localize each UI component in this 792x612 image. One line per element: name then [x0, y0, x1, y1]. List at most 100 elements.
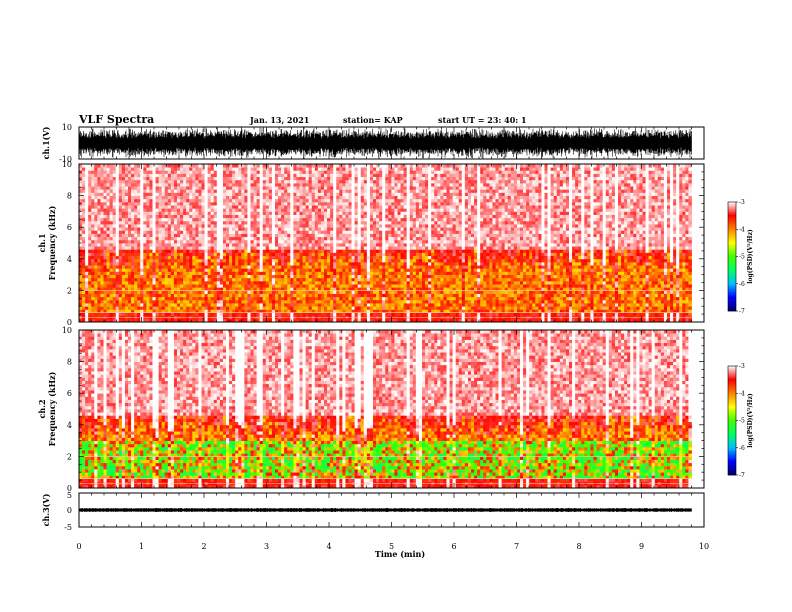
spectrogram-cell: [168, 227, 171, 231]
spectrogram-cell: [180, 275, 183, 279]
spectrogram-cell: [361, 221, 364, 225]
spectrogram-cell: [278, 306, 281, 310]
spectrogram-cell: [263, 196, 266, 200]
spectrogram-cell: [244, 224, 247, 228]
spectrogram-cell: [355, 208, 358, 212]
spectrogram-cell: [186, 202, 189, 206]
spectrogram-cell: [180, 246, 183, 250]
spectrogram-cell: [116, 281, 119, 285]
spectrogram-cell: [134, 313, 137, 317]
spectrogram-cell: [82, 211, 85, 215]
spectrogram-cell: [122, 237, 125, 241]
spectrogram-cell: [321, 170, 324, 174]
spectrogram-cell: [177, 256, 180, 260]
spectrogram-cell: [257, 278, 260, 282]
spectrogram-cell: [324, 211, 327, 215]
spectrogram-cell: [205, 271, 208, 275]
spectrogram-cell: [165, 281, 168, 285]
spectrogram-cell: [97, 234, 100, 238]
spectrogram-cell: [254, 170, 257, 174]
spectrogram-cell: [275, 215, 278, 219]
spectrogram-cell: [119, 297, 122, 301]
spectrogram-cell: [318, 294, 321, 298]
spectrogram-cell: [91, 237, 94, 241]
spectrogram-cell: [376, 265, 379, 269]
spectrogram-cell: [293, 192, 296, 196]
spectrogram-cell: [241, 218, 244, 222]
spectrogram-cell: [208, 252, 211, 256]
spectrogram-cell: [321, 268, 324, 272]
spectrogram-cell: [211, 180, 214, 184]
spectrogram-cell: [140, 271, 143, 275]
spectrogram-cell: [278, 252, 281, 256]
spectrogram-cell: [88, 234, 91, 238]
spectrogram-cell: [137, 192, 140, 196]
spectrogram-cell: [88, 290, 91, 294]
spectrogram-cell: [303, 230, 306, 234]
spectrogram-cell: [293, 227, 296, 231]
spectrogram-cell: [122, 243, 125, 247]
spectrogram-cell: [275, 306, 278, 310]
spectrogram-cell: [149, 262, 152, 266]
spectrogram-cell: [119, 278, 122, 282]
spectrogram-cell: [125, 167, 128, 171]
spectrogram-cell: [275, 186, 278, 190]
spectrogram-cell: [263, 278, 266, 282]
spectrogram-cell: [260, 224, 263, 228]
spectrogram-cell: [134, 246, 137, 250]
spectrogram-cell: [296, 173, 299, 177]
spectrogram-cell: [287, 297, 290, 301]
spectrogram-cell: [254, 300, 257, 304]
spectrogram-cell: [177, 170, 180, 174]
spectrogram-cell: [333, 177, 336, 181]
spectrogram-cell: [79, 275, 82, 279]
spectrogram-cell: [312, 202, 315, 206]
spectrogram-cell: [345, 306, 348, 310]
spectrogram-cell: [352, 199, 355, 203]
spectrogram-cell: [85, 313, 88, 317]
spectrogram-cell: [241, 313, 244, 317]
spectrogram-cell: [156, 265, 159, 269]
spectrogram-cell: [177, 177, 180, 181]
spectrogram-cell: [315, 192, 318, 196]
spectrogram-cell: [217, 306, 220, 310]
spectrogram-cell: [211, 215, 214, 219]
spectrogram-cell: [290, 294, 293, 298]
spectrogram-cell: [226, 243, 229, 247]
spectrogram-cell: [85, 186, 88, 190]
spectrogram-cell: [336, 227, 339, 231]
spectrogram-cell: [110, 271, 113, 275]
spectrogram-cell: [266, 224, 269, 228]
spectrogram-cell: [113, 259, 116, 263]
spectrogram-cell: [79, 196, 82, 200]
spectrogram-cell: [140, 249, 143, 253]
spectrogram-cell: [171, 192, 174, 196]
spectrogram-cell: [153, 208, 156, 212]
spectrogram-cell: [330, 281, 333, 285]
spectrogram-cell: [220, 246, 223, 250]
spectrogram-cell: [189, 218, 192, 222]
spectrogram-cell: [254, 215, 257, 219]
spectrogram-cell: [254, 180, 257, 184]
spectrogram-cell: [290, 218, 293, 222]
spectrogram-cell: [100, 240, 103, 244]
spectrogram-cell: [296, 249, 299, 253]
spectrogram-cell: [339, 306, 342, 310]
spectrogram-cell: [131, 290, 134, 294]
spectrogram-cell: [208, 271, 211, 275]
spectrogram-cell: [303, 284, 306, 288]
spectrogram-cell: [312, 211, 315, 215]
spectrogram-cell: [284, 230, 287, 234]
spectrogram-cell: [134, 237, 137, 241]
spectrogram-cell: [272, 313, 275, 317]
spectrogram-cell: [349, 218, 352, 222]
spectrogram-cell: [223, 211, 226, 215]
spectrogram-cell: [324, 167, 327, 171]
spectrogram-cell: [309, 230, 312, 234]
spectrogram-cell: [312, 205, 315, 209]
spectrogram-cell: [162, 303, 165, 307]
spectrogram-cell: [361, 297, 364, 301]
spectrogram-cell: [361, 284, 364, 288]
spectrogram-cell: [174, 215, 177, 219]
spectrogram-cell: [352, 303, 355, 307]
